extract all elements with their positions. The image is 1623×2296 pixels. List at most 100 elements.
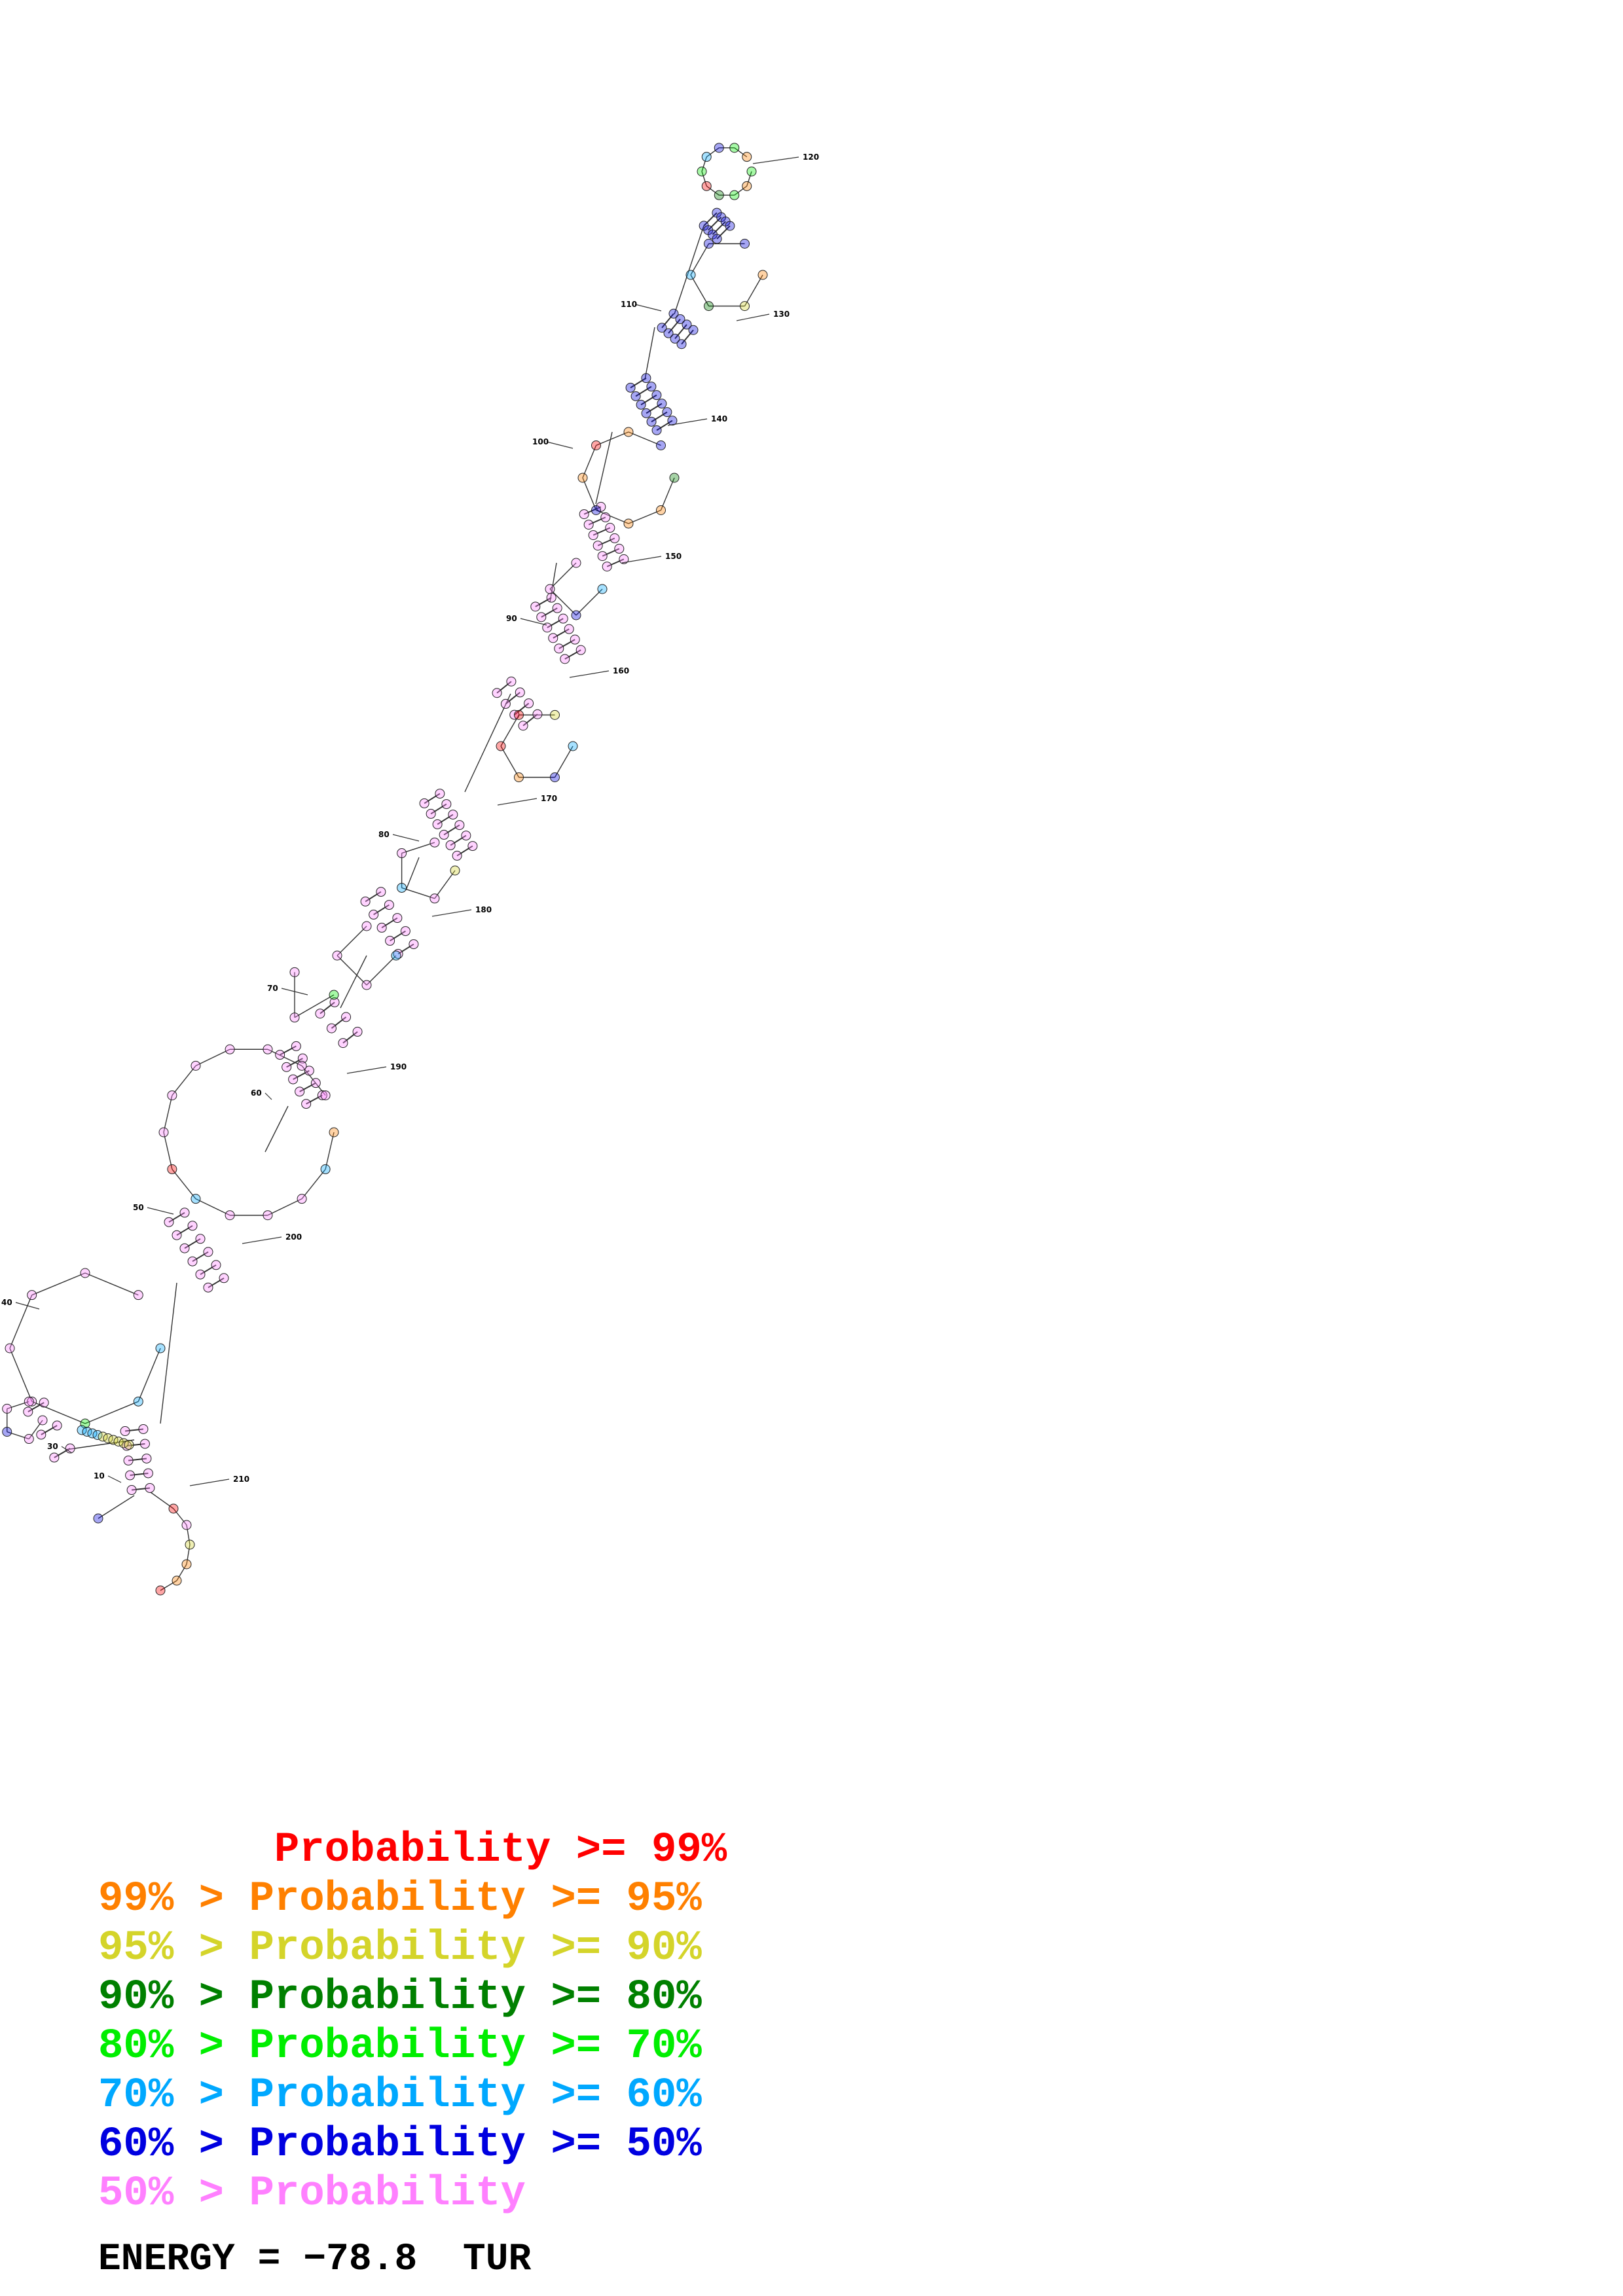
nucleotide bbox=[564, 624, 574, 634]
nucleotide bbox=[39, 1397, 49, 1408]
connector bbox=[736, 314, 770, 321]
nucleotide bbox=[409, 939, 419, 950]
connector bbox=[734, 185, 748, 196]
connector bbox=[660, 477, 675, 511]
connector bbox=[716, 225, 731, 240]
connector bbox=[456, 845, 473, 857]
nucleotide bbox=[701, 152, 712, 162]
connector bbox=[651, 411, 668, 423]
nucleotide bbox=[450, 865, 460, 876]
nucleotide bbox=[315, 1009, 325, 1019]
connector bbox=[306, 1094, 323, 1105]
nucleotide bbox=[619, 554, 629, 564]
position-tick-label: 130 bbox=[773, 310, 790, 319]
probability-legend: Probability >= 99% 99% > Probability >= … bbox=[98, 1826, 949, 2219]
nucleotide bbox=[625, 382, 636, 393]
position-tick-label: 210 bbox=[233, 1475, 249, 1484]
connector bbox=[325, 1132, 335, 1170]
nucleotide bbox=[675, 314, 685, 325]
nucleotide bbox=[167, 1090, 177, 1101]
connector bbox=[195, 1198, 230, 1216]
nucleotide bbox=[93, 1513, 103, 1524]
nucleotide bbox=[384, 900, 394, 910]
position-tick-label: 120 bbox=[803, 152, 819, 162]
legend-row: Probability >= 99% bbox=[98, 1826, 949, 1875]
nucleotide bbox=[591, 440, 602, 451]
nucleotide bbox=[329, 997, 340, 1007]
nucleotide bbox=[429, 837, 440, 848]
connector bbox=[690, 243, 710, 276]
nucleotide bbox=[123, 1456, 134, 1466]
legend-prefix: 80% > bbox=[98, 2023, 249, 2070]
nucleotide bbox=[179, 1208, 190, 1218]
nucleotide bbox=[655, 440, 666, 451]
nucleotide bbox=[179, 1243, 190, 1253]
nucleotide bbox=[329, 990, 339, 1000]
connector bbox=[514, 702, 530, 715]
connector bbox=[646, 403, 663, 414]
nucleotide bbox=[593, 541, 603, 551]
connector bbox=[381, 917, 398, 929]
nucleotide bbox=[37, 1415, 48, 1426]
connector bbox=[547, 618, 564, 628]
nucleotide bbox=[548, 633, 558, 643]
connector bbox=[661, 313, 674, 329]
nucleotide bbox=[575, 645, 586, 655]
nucleotide bbox=[5, 1343, 15, 1354]
position-tick-label: 110 bbox=[621, 300, 637, 309]
legend-text: Probability >= 90% bbox=[249, 1925, 702, 1972]
nucleotide bbox=[158, 1127, 169, 1138]
nucleotide bbox=[187, 1256, 198, 1266]
connector bbox=[424, 793, 441, 804]
backbone-lines bbox=[7, 147, 763, 1591]
nucleotide bbox=[550, 772, 560, 783]
connector bbox=[635, 386, 652, 397]
connector bbox=[522, 713, 538, 726]
nucleotide bbox=[657, 399, 667, 409]
connector bbox=[286, 1058, 303, 1068]
nucleotide bbox=[714, 190, 724, 200]
connector bbox=[7, 1401, 29, 1410]
connector bbox=[147, 1207, 174, 1215]
connector bbox=[554, 745, 574, 778]
position-tick-label: 160 bbox=[613, 666, 629, 675]
legend-prefix: 60% > bbox=[98, 2121, 249, 2168]
nucleotide bbox=[697, 166, 707, 177]
nucleotide bbox=[168, 1503, 179, 1514]
nucleotide bbox=[588, 530, 598, 541]
nucleotide bbox=[139, 1439, 150, 1449]
nucleotide bbox=[429, 893, 440, 904]
nucleotide bbox=[571, 558, 581, 568]
nucleotide bbox=[668, 308, 679, 319]
legend-prefix: 50% > bbox=[98, 2170, 249, 2217]
connector bbox=[27, 1402, 45, 1412]
connector bbox=[656, 420, 673, 431]
nucleotide bbox=[320, 1090, 331, 1101]
connector bbox=[500, 745, 520, 778]
connector bbox=[621, 556, 662, 564]
nucleotide bbox=[500, 698, 511, 709]
connector bbox=[546, 441, 574, 449]
nucleotide bbox=[685, 270, 696, 280]
legend-text: Probability >= 50% bbox=[249, 2121, 702, 2168]
connector bbox=[575, 588, 603, 616]
connector bbox=[373, 904, 390, 916]
nucleotide bbox=[536, 612, 547, 622]
nucleotide bbox=[646, 382, 657, 392]
connector bbox=[443, 824, 460, 836]
nucleotide bbox=[369, 909, 379, 920]
connector bbox=[337, 925, 367, 956]
connector bbox=[163, 1132, 173, 1170]
nucleotide bbox=[704, 238, 714, 249]
nucleotide bbox=[452, 850, 462, 861]
nucleotide bbox=[80, 1268, 90, 1278]
nucleotide bbox=[352, 1026, 363, 1037]
legend-row: 70% > Probability >= 60% bbox=[98, 2072, 949, 2121]
nucleotide bbox=[641, 408, 651, 418]
nucleotide bbox=[514, 772, 524, 783]
position-tick-label: 70 bbox=[267, 984, 278, 993]
connector bbox=[124, 1428, 144, 1432]
position-tick-label: 10 bbox=[94, 1471, 105, 1480]
nucleotide bbox=[461, 831, 471, 841]
nucleotide bbox=[24, 1434, 34, 1444]
